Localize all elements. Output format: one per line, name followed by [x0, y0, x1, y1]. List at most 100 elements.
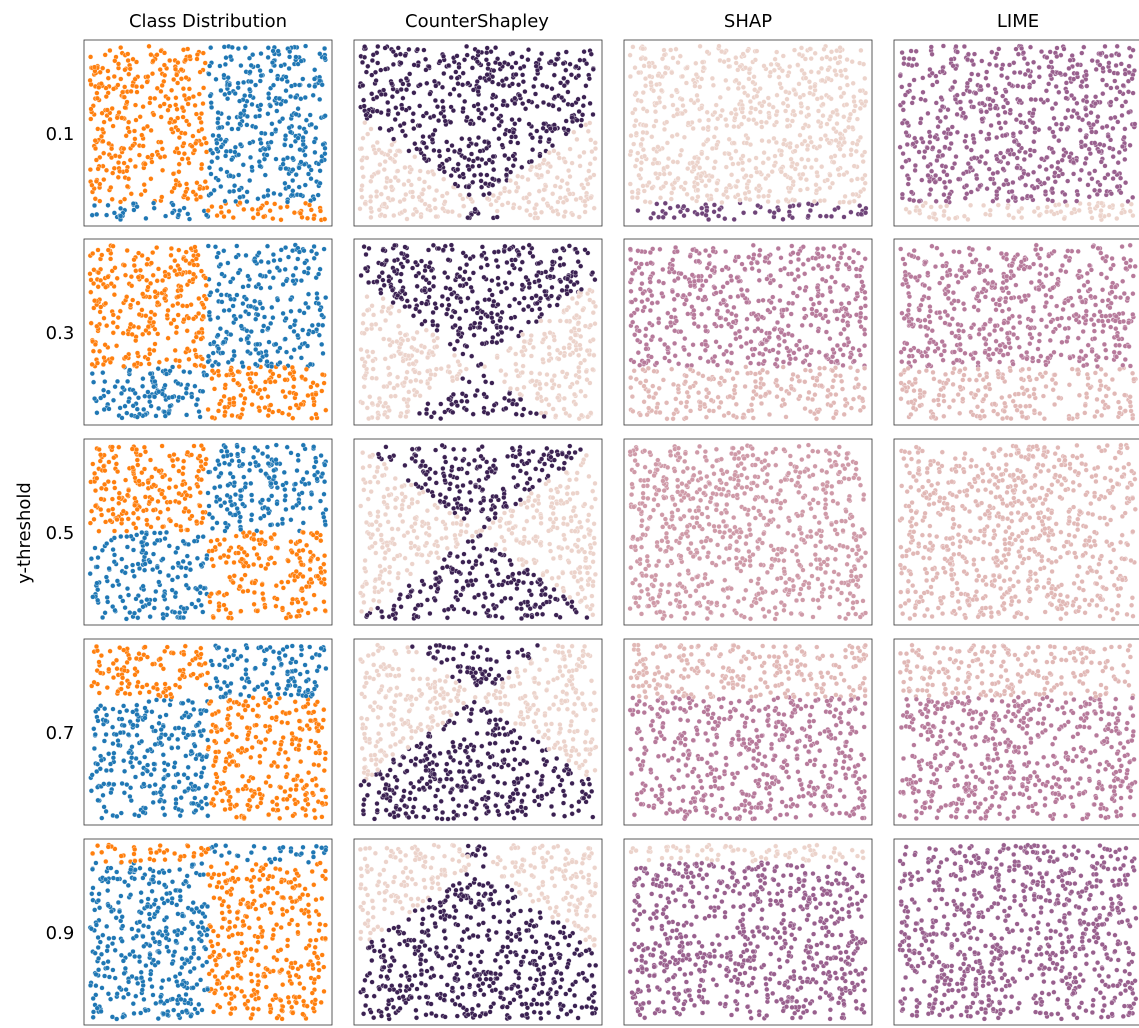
scatter-point [784, 96, 790, 102]
scatter-point [147, 95, 153, 101]
scatter-point [540, 82, 546, 88]
scatter-point [360, 135, 366, 141]
scatter-point [135, 274, 141, 280]
scatter-point [280, 281, 286, 288]
scatter-point [148, 127, 154, 133]
scatter-point [211, 339, 217, 345]
scatter-point [216, 281, 222, 287]
scatter-point [383, 184, 389, 191]
scatter-point [532, 76, 538, 82]
scatter-point [365, 131, 371, 137]
scatter-point [520, 245, 526, 251]
scatter-point [841, 90, 847, 96]
scatter-point [407, 71, 413, 77]
scatter-point [490, 176, 496, 182]
scatter-point [283, 245, 289, 251]
scatter-point [430, 318, 436, 324]
scatter-point [316, 301, 322, 307]
scatter-point [862, 180, 868, 186]
scatter-panel [83, 238, 333, 426]
scatter-point [240, 301, 246, 307]
scatter-point [449, 247, 455, 253]
scatter-point [474, 59, 480, 65]
scatter-point [960, 91, 967, 97]
scatter-point [238, 337, 244, 343]
scatter-point [181, 92, 187, 99]
scatter-point [472, 320, 478, 326]
scatter-point [538, 209, 545, 215]
scatter-point [430, 309, 436, 316]
scatter-point [971, 51, 978, 57]
scatter-point [267, 285, 273, 291]
scatter-point [523, 195, 530, 201]
scatter-point [168, 252, 174, 258]
scatter-point [101, 387, 107, 393]
scatter-point [200, 388, 206, 394]
scatter-point [359, 400, 366, 406]
scatter-point [495, 302, 501, 308]
scatter-point [87, 167, 93, 173]
scatter-point [266, 91, 272, 97]
scatter-point [1036, 64, 1042, 71]
scatter-point [244, 122, 250, 128]
scatter-point [471, 332, 477, 338]
scatter-point [270, 275, 276, 281]
scatter-point [503, 172, 509, 178]
scatter-point [252, 298, 258, 304]
scatter-point [643, 122, 649, 129]
scatter-point [969, 58, 975, 64]
scatter-point [131, 207, 137, 213]
scatter-point [694, 211, 700, 217]
scatter-point [270, 48, 276, 54]
scatter-point [198, 336, 204, 342]
scatter-point [133, 84, 140, 90]
scatter-point [635, 190, 641, 196]
scatter-point [445, 363, 452, 370]
scatter-point [449, 209, 455, 215]
scatter-point [186, 86, 192, 92]
scatter-point [541, 157, 547, 163]
scatter-point [387, 371, 393, 377]
scatter-point [462, 269, 468, 275]
scatter-point [290, 167, 296, 173]
scatter-point [506, 189, 512, 195]
scatter-point [300, 76, 306, 82]
scatter-point [317, 266, 323, 272]
scatter-point [590, 366, 596, 373]
scatter-point [253, 384, 259, 390]
scatter-point [922, 149, 928, 155]
scatter-point [1035, 205, 1041, 211]
row-label: 0.5 [46, 523, 75, 544]
scatter-point [1114, 43, 1120, 49]
scatter-point [566, 243, 572, 249]
scatter-point [664, 119, 670, 125]
scatter-point [266, 407, 272, 413]
scatter-point [222, 404, 228, 410]
scatter-point [490, 407, 496, 414]
scatter-point [510, 262, 516, 268]
scatter-point [1056, 202, 1062, 208]
scatter-point [155, 331, 161, 337]
scatter-point [776, 74, 782, 80]
scatter-point [632, 106, 638, 112]
scatter-point [456, 212, 462, 219]
scatter-point [746, 66, 752, 72]
scatter-point [1086, 194, 1092, 200]
scatter-point [125, 57, 131, 64]
scatter-point [475, 101, 481, 107]
scatter-point [319, 341, 325, 347]
scatter-point [288, 354, 294, 360]
scatter-point [534, 395, 540, 401]
scatter-point [838, 135, 844, 141]
scatter-point [484, 172, 490, 178]
scatter-point [176, 169, 182, 175]
scatter-point [561, 345, 567, 351]
scatter-point [208, 100, 214, 106]
scatter-point [302, 94, 308, 101]
scatter-point [692, 155, 698, 161]
scatter-point [420, 134, 426, 140]
scatter-point [249, 402, 255, 408]
scatter-point [752, 57, 758, 63]
scatter-point [641, 399, 647, 405]
scatter-point [833, 137, 839, 143]
